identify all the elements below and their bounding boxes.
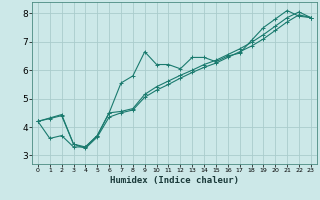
X-axis label: Humidex (Indice chaleur): Humidex (Indice chaleur) <box>110 176 239 185</box>
